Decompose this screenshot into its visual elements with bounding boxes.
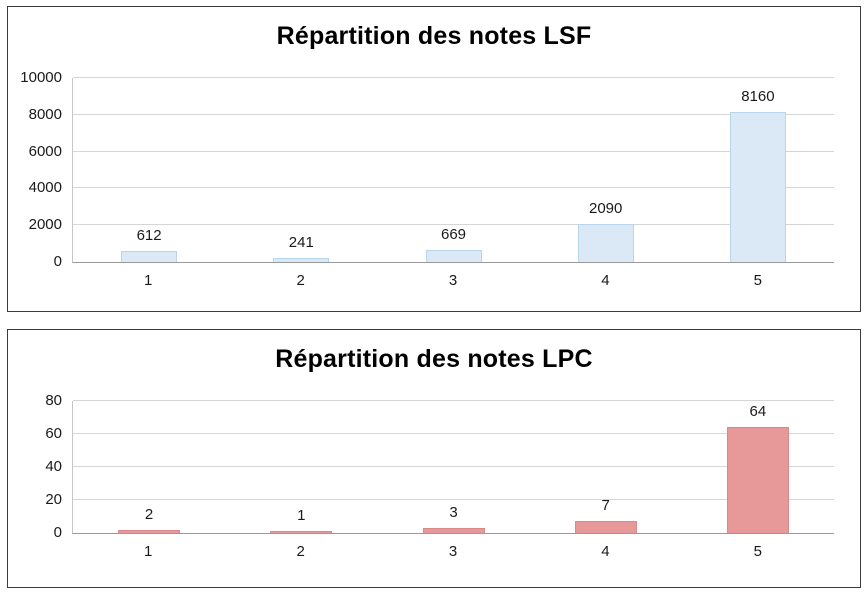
x-tick-label: 5 xyxy=(753,543,762,560)
chart-panel-lpc: Répartition des notes LPC 0 20 40 60 80 2 1 3 7… xyxy=(7,329,861,588)
bar xyxy=(270,531,333,533)
y-tick-label: 0 xyxy=(53,253,62,270)
gridline xyxy=(73,113,834,115)
x-tick-label: 3 xyxy=(448,543,458,560)
gridline xyxy=(73,77,834,78)
bar xyxy=(121,250,178,262)
x-tick-label: 5 xyxy=(753,272,762,289)
bar-value-label: 64 xyxy=(749,403,767,421)
chart-title-lpc: Répartition des notes LPC xyxy=(275,345,593,373)
y-axis: 0 2000 4000 6000 8000 10000 xyxy=(20,69,72,270)
plot-area: 2 1 3 7 64 xyxy=(72,400,834,534)
y-tick-label: 20 xyxy=(45,491,62,508)
gridline xyxy=(73,400,834,401)
chart-title-lsf: Répartition des notes LSF xyxy=(276,22,592,50)
bar-value-label: 3 xyxy=(449,504,458,522)
chart-body-lsf: 0 2000 4000 6000 8000 10000 612 241 669 2090 8160 xyxy=(8,69,860,270)
x-tick-label: 2 xyxy=(296,272,305,289)
gridline xyxy=(73,499,834,500)
x-tick-label: 1 xyxy=(144,543,153,560)
gridline xyxy=(73,150,834,152)
y-tick-label: 60 xyxy=(45,425,62,442)
y-axis: 0 20 40 60 80 xyxy=(20,392,72,541)
bar xyxy=(729,111,786,262)
y-tick-label: 6000 xyxy=(28,142,62,160)
x-tick-label: 1 xyxy=(144,272,153,289)
gridline xyxy=(73,224,834,226)
chart-panel-lsf: Répartition des notes LSF 0 2000 4000 6000 8… xyxy=(7,6,861,312)
bar-value-label: 669 xyxy=(440,225,467,243)
y-tick-label: 40 xyxy=(45,458,62,475)
bar xyxy=(422,528,485,533)
bar-value-label: 2 xyxy=(144,505,154,523)
chart-body-lpc: 0 20 40 60 80 2 1 3 7 64 xyxy=(8,392,860,541)
plot-area: 612 241 669 2090 8160 xyxy=(72,77,834,263)
x-tick-label: 2 xyxy=(296,543,305,560)
gridline xyxy=(73,466,834,467)
bar xyxy=(425,249,482,262)
gridline xyxy=(73,187,834,189)
x-tick-label: 3 xyxy=(448,272,458,289)
bar xyxy=(726,427,789,533)
gridline xyxy=(73,433,834,434)
y-tick-label: 4000 xyxy=(28,179,62,197)
y-tick-label: 2000 xyxy=(28,216,62,234)
y-tick-label: 10000 xyxy=(20,69,62,86)
y-tick-label: 8000 xyxy=(28,105,62,123)
bar xyxy=(273,257,330,262)
x-tick-label: 4 xyxy=(601,272,610,289)
x-tick-label: 4 xyxy=(601,543,610,560)
bar xyxy=(577,223,634,262)
y-tick-label: 80 xyxy=(45,392,62,409)
bar xyxy=(574,521,637,533)
y-tick-label: 0 xyxy=(53,524,62,541)
x-axis: 1 2 3 4 5 xyxy=(8,272,860,289)
bar-value-label: 1 xyxy=(297,507,306,525)
bar-value-label: 2090 xyxy=(589,199,623,217)
bar-value-label: 241 xyxy=(288,233,314,251)
x-axis: 1 2 3 4 5 xyxy=(8,543,860,560)
bar-value-label: 8160 xyxy=(741,87,775,105)
bar-value-label: 7 xyxy=(601,497,610,515)
bar-value-label: 612 xyxy=(136,226,162,244)
bar xyxy=(118,529,181,533)
